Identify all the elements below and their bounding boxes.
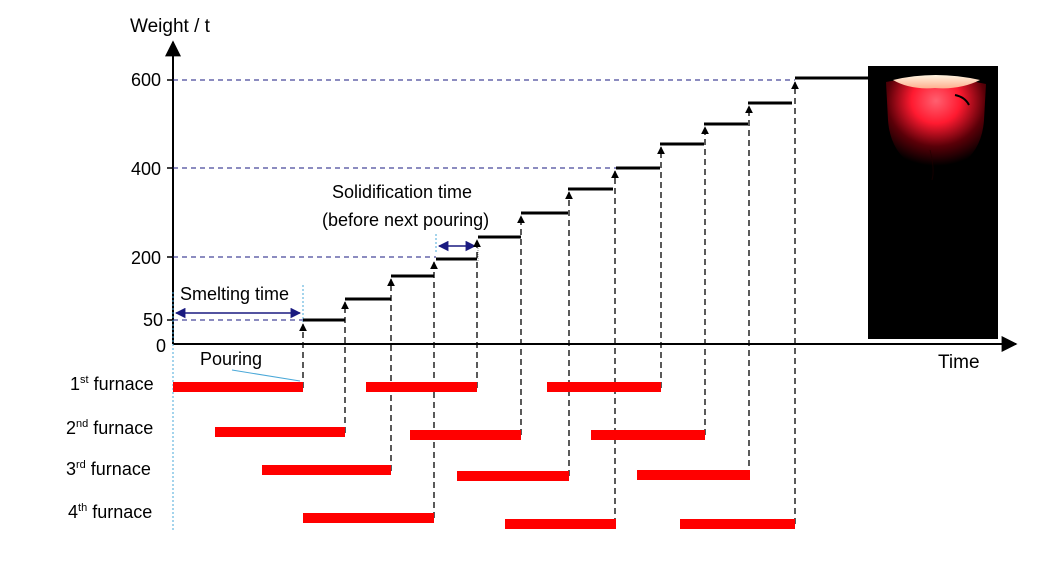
furnace-3-bar-2 xyxy=(457,471,569,481)
furnace-4-bar-3 xyxy=(680,519,795,529)
furnace-2-label: 2nd furnace xyxy=(66,418,153,438)
guide-lines xyxy=(173,79,795,321)
furnace-1-bar-2 xyxy=(366,382,477,392)
furnace-2-bar-2 xyxy=(410,430,521,440)
y-tick-0: 0 xyxy=(156,336,166,356)
furnace-4-label: 4th furnace xyxy=(68,502,152,522)
furnace-1-bar-1 xyxy=(173,382,303,392)
furnace-4-bar-1 xyxy=(303,513,434,523)
furnace-3-bar-1 xyxy=(262,465,391,475)
pour-lines xyxy=(299,81,799,524)
solidification-label-2: (before next pouring) xyxy=(322,210,489,230)
molten-ingot-photo xyxy=(868,66,998,339)
weight-staircase xyxy=(303,76,868,322)
y-tick-marks xyxy=(167,79,173,321)
y-tick-200: 200 xyxy=(131,248,161,268)
furnace-2-bar-3 xyxy=(591,430,705,440)
furnace-1-label: 1st furnace xyxy=(70,374,154,394)
furnace-1-bar-3 xyxy=(547,382,661,392)
furnace-3-bar-3 xyxy=(637,470,750,480)
furnace-4-bar-2 xyxy=(505,519,616,529)
pouring-pointer xyxy=(231,369,301,382)
y-tick-50: 50 xyxy=(143,310,163,330)
furnace-3-label: 3rd furnace xyxy=(66,459,151,479)
y-axis-label: Weight / t xyxy=(130,16,211,37)
smelting-time-label: Smelting time xyxy=(180,284,289,304)
furnace-bars xyxy=(173,382,795,529)
pouring-label: Pouring xyxy=(200,349,262,369)
furnace-2-bar-1 xyxy=(215,427,345,437)
y-tick-600: 600 xyxy=(131,70,161,90)
solidification-label-1: Solidification time xyxy=(332,182,472,202)
x-axis-label: Time xyxy=(938,352,980,373)
y-tick-400: 400 xyxy=(131,159,161,179)
